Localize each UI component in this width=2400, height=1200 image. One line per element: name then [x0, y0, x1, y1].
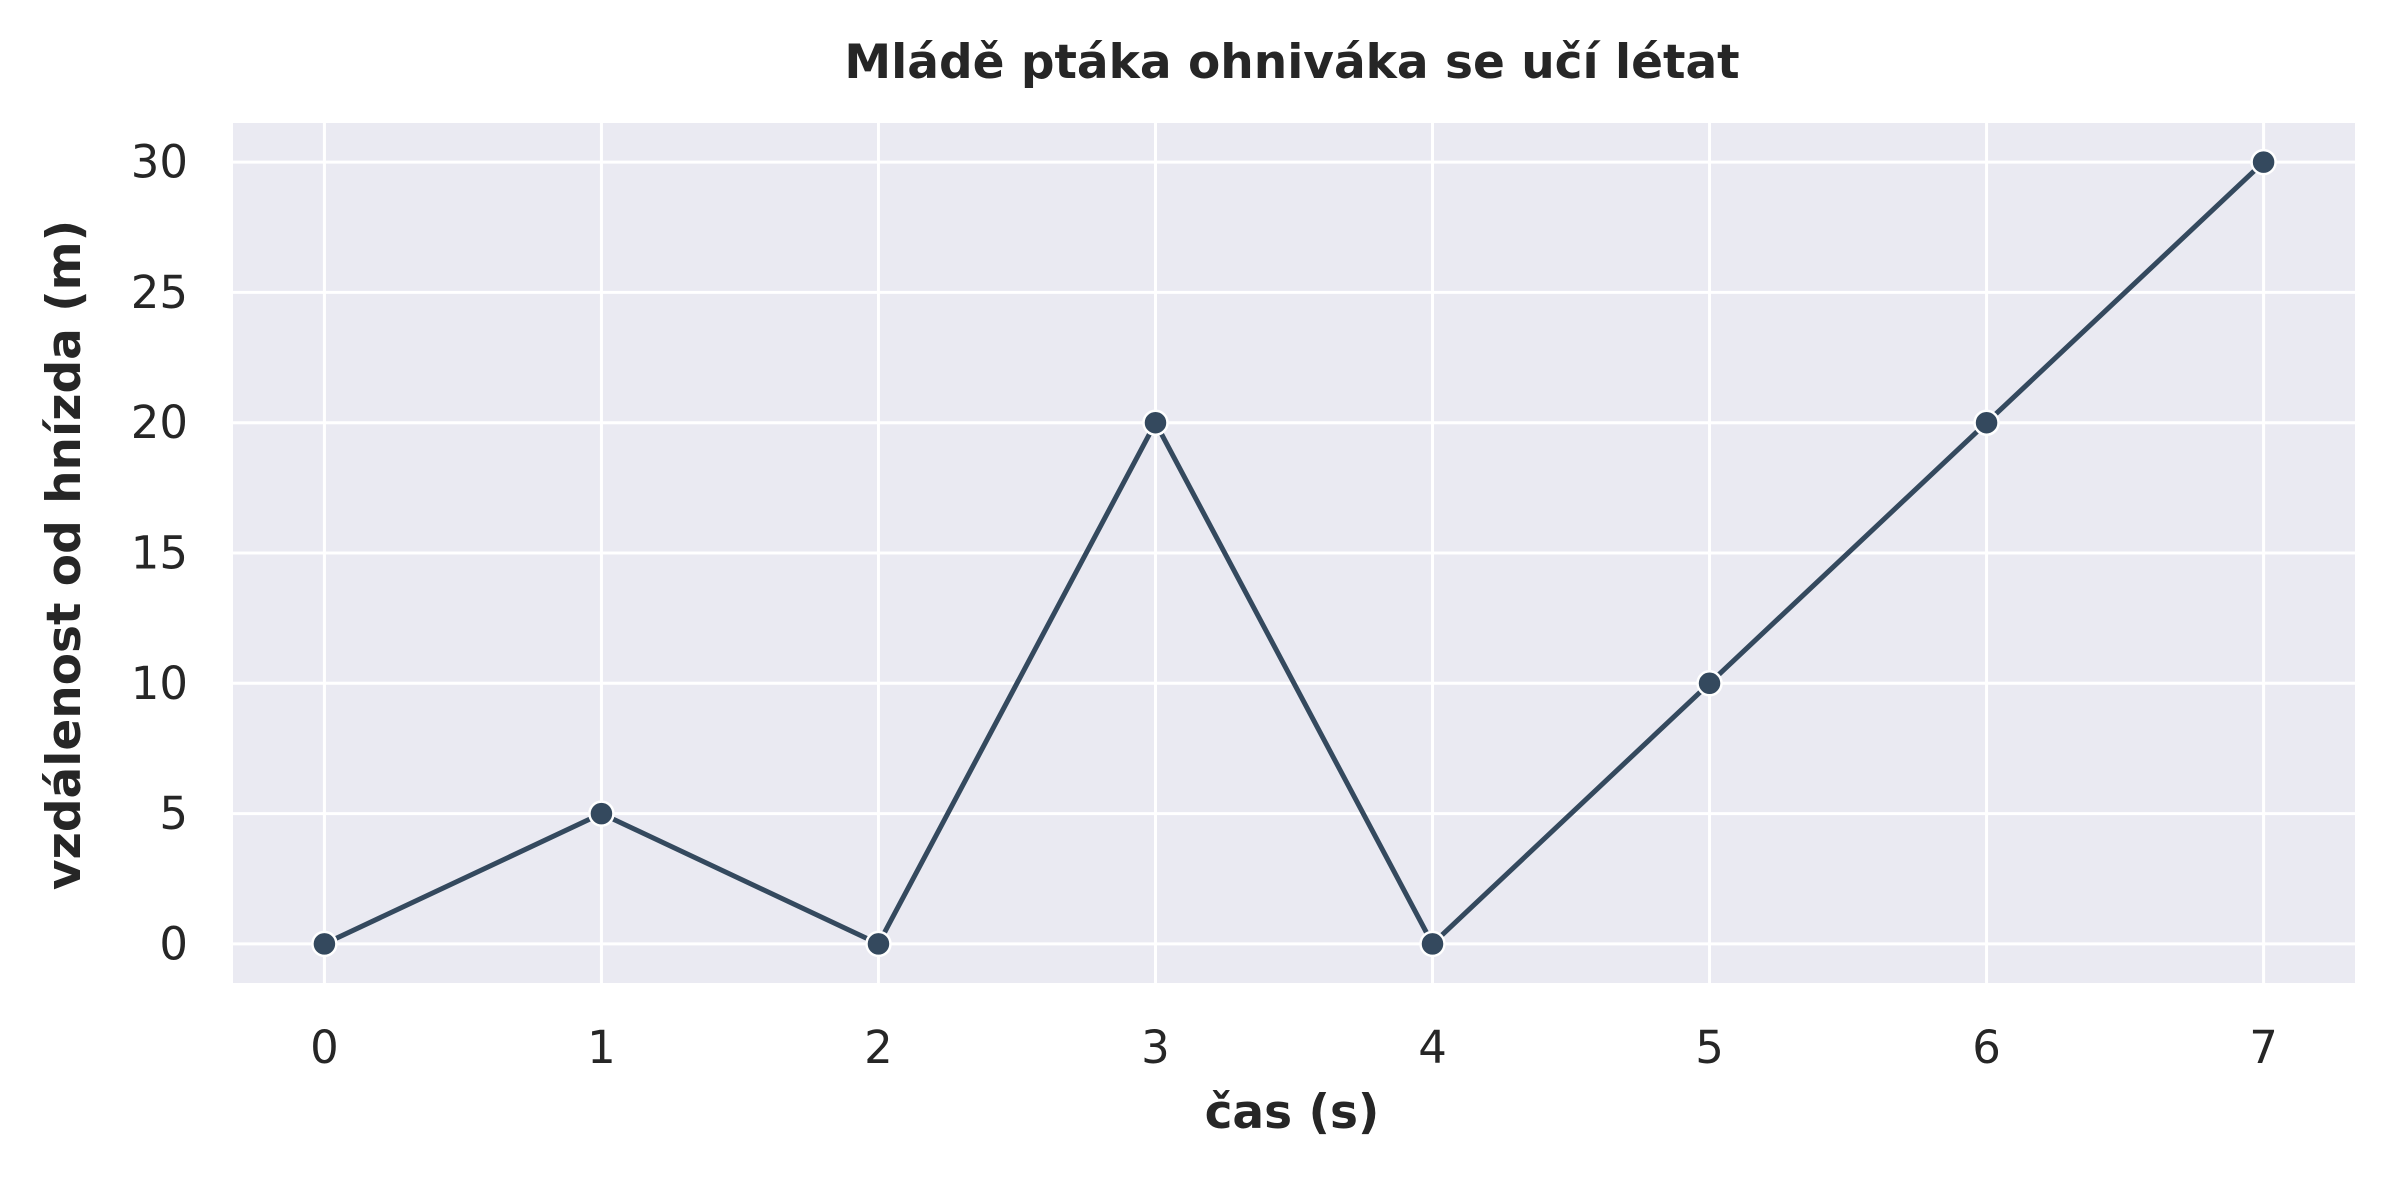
y-tick-label: 10 — [131, 657, 188, 710]
chart-title: Mládě ptáka ohniváka se učí létat — [844, 35, 1739, 90]
data-point — [2250, 148, 2277, 176]
series-layer — [311, 148, 2277, 958]
data-point — [1419, 930, 1446, 958]
x-tick-label: 4 — [1418, 1021, 1447, 1074]
x-tick-label: 5 — [1695, 1021, 1724, 1074]
y-tick-labels: 0 5 10 15 20 25 30 — [131, 136, 188, 971]
data-point — [1142, 409, 1169, 436]
x-axis-label: čas (s) — [1205, 1085, 1380, 1140]
y-tick-label: 5 — [159, 787, 188, 840]
y-axis-label: vzdálenost od hnízda (m) — [37, 220, 92, 890]
y-tick-label: 20 — [131, 396, 188, 449]
x-tick-label: 3 — [1141, 1021, 1170, 1074]
data-point — [588, 800, 615, 827]
y-tick-label: 15 — [131, 527, 188, 580]
x-tick-label: 2 — [864, 1021, 893, 1074]
x-tick-labels: 0 1 2 3 4 5 6 7 — [310, 1021, 2278, 1074]
data-point — [311, 930, 338, 958]
data-point — [1696, 670, 1723, 697]
x-tick-label: 1 — [587, 1021, 616, 1074]
y-tick-label: 0 — [159, 917, 188, 970]
x-tick-label: 6 — [1972, 1021, 2001, 1074]
data-point — [1973, 409, 2000, 436]
x-tick-label: 0 — [310, 1021, 339, 1074]
x-tick-label: 7 — [2249, 1021, 2278, 1074]
series-line — [321, 159, 2267, 947]
data-point — [865, 930, 892, 958]
y-tick-label: 25 — [131, 266, 188, 319]
y-tick-label: 30 — [131, 136, 188, 189]
